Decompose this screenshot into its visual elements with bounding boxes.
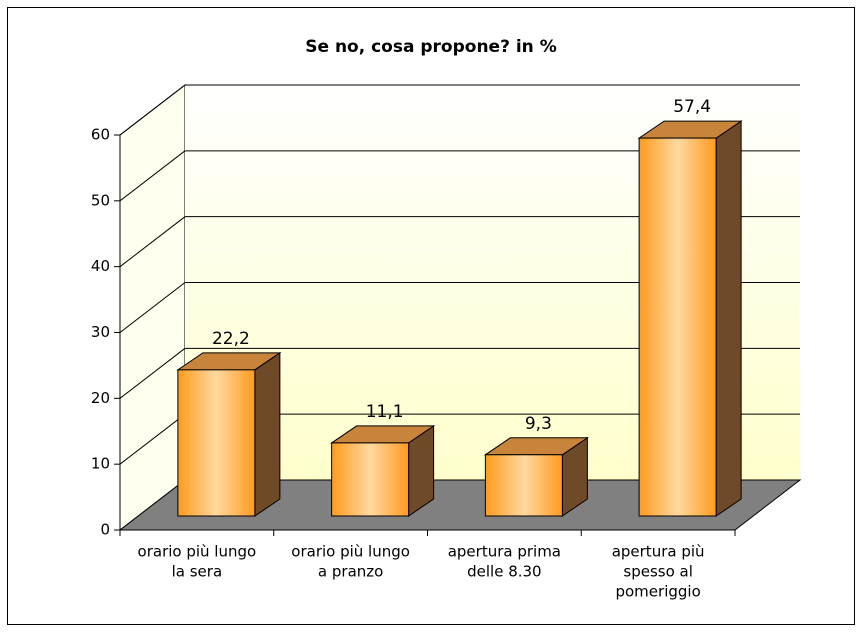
x-tick-label: orario più lungo: [291, 543, 410, 561]
grid-line: [119, 347, 186, 399]
x-tick-label: spesso al: [623, 563, 693, 581]
y-tick-label: 30: [91, 323, 110, 341]
bar-side: [254, 351, 281, 517]
y-tick-label: 40: [91, 257, 110, 275]
bar: [177, 369, 256, 517]
grid-line: [119, 413, 186, 465]
x-tick-label: delle 8.30: [467, 563, 541, 581]
y-tick-label: 60: [91, 126, 110, 144]
value-label: 11,1: [366, 402, 404, 422]
grid-line: [119, 216, 186, 268]
floor: [118, 479, 802, 531]
grid-line: [119, 150, 186, 202]
x-tick-label: apertura più: [612, 543, 705, 561]
y-tick-label: 50: [91, 191, 110, 209]
value-label: 9,3: [525, 414, 552, 434]
y-tick-label: 0: [100, 521, 110, 539]
x-tick-label: a pranzo: [318, 563, 383, 581]
x-tick-label: la sera: [172, 563, 223, 581]
x-tick-label: pomeriggio: [615, 583, 700, 601]
value-label: 57,4: [673, 97, 711, 117]
x-tick-label: orario più lungo: [138, 543, 257, 561]
bar: [331, 442, 410, 517]
y-tick-label: 10: [91, 455, 110, 473]
x-tick-label: apertura prima: [448, 543, 561, 561]
grid-line: [119, 84, 186, 136]
y-tick-label: 20: [91, 389, 110, 407]
bar: [638, 137, 717, 517]
bar: [484, 454, 563, 517]
chart-title: Se no, cosa propone? in %: [305, 37, 557, 57]
bar-side: [715, 120, 742, 517]
grid-line: [119, 282, 186, 333]
value-label: 22,2: [212, 329, 250, 349]
